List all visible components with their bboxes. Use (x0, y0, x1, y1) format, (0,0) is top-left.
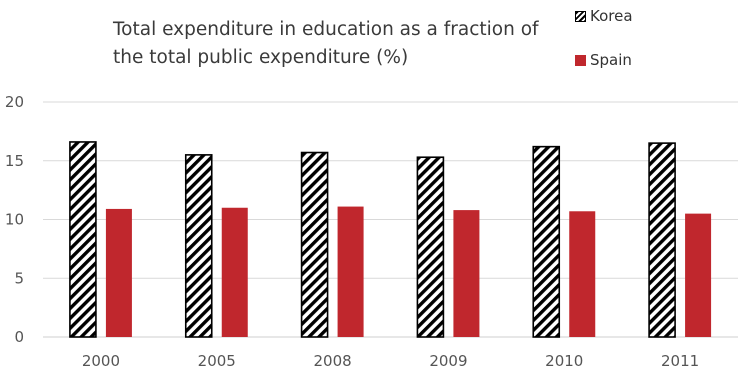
bar-korea-2000 (69, 141, 97, 338)
bar-spain-2011 (685, 213, 712, 337)
y-tick-label: 20 (5, 93, 24, 111)
bar-korea-2008 (300, 151, 329, 338)
bar-spain-2010 (569, 211, 596, 337)
bar-korea-2005 (184, 154, 213, 338)
chart-title: Total expenditure in education as a frac… (113, 16, 539, 72)
x-tick-label: 2011 (661, 352, 699, 370)
legend-label-spain: Spain (590, 51, 632, 69)
chart-title-line-1: Total expenditure in education as a frac… (113, 19, 539, 40)
bar-korea-2010 (532, 145, 561, 338)
x-tick-label: 2005 (198, 352, 236, 370)
y-tick-label: 15 (5, 152, 24, 170)
legend-label-korea: Korea (590, 7, 633, 25)
y-tick-label: 10 (5, 211, 24, 229)
legend-swatch-korea (575, 10, 586, 22)
bar-spain-2005 (221, 207, 248, 337)
bar-spain-2008 (337, 206, 364, 337)
x-tick-label: 2009 (429, 352, 467, 370)
legend-item-korea: Korea (575, 7, 633, 25)
y-tick-label: 0 (14, 328, 24, 346)
y-tick-label: 5 (14, 269, 24, 287)
x-tick-label: 2008 (313, 352, 351, 370)
x-tick-label: 2010 (545, 352, 583, 370)
legend-item-spain: Spain (575, 51, 632, 69)
chart-title-line-2: the total public expenditure (%) (113, 47, 409, 68)
legend-swatch-spain (575, 54, 586, 66)
bar-spain-2000 (105, 208, 132, 337)
bars (69, 141, 712, 338)
bar-spain-2009 (453, 210, 480, 337)
y-axis: 0 5 10 15 20 (5, 93, 24, 346)
x-tick-label: 2000 (82, 352, 120, 370)
x-axis: 2000 2005 2008 2009 2010 2011 (82, 352, 699, 370)
bar-korea-2011 (648, 142, 676, 338)
bar-korea-2009 (416, 156, 445, 338)
gridlines (43, 101, 738, 338)
